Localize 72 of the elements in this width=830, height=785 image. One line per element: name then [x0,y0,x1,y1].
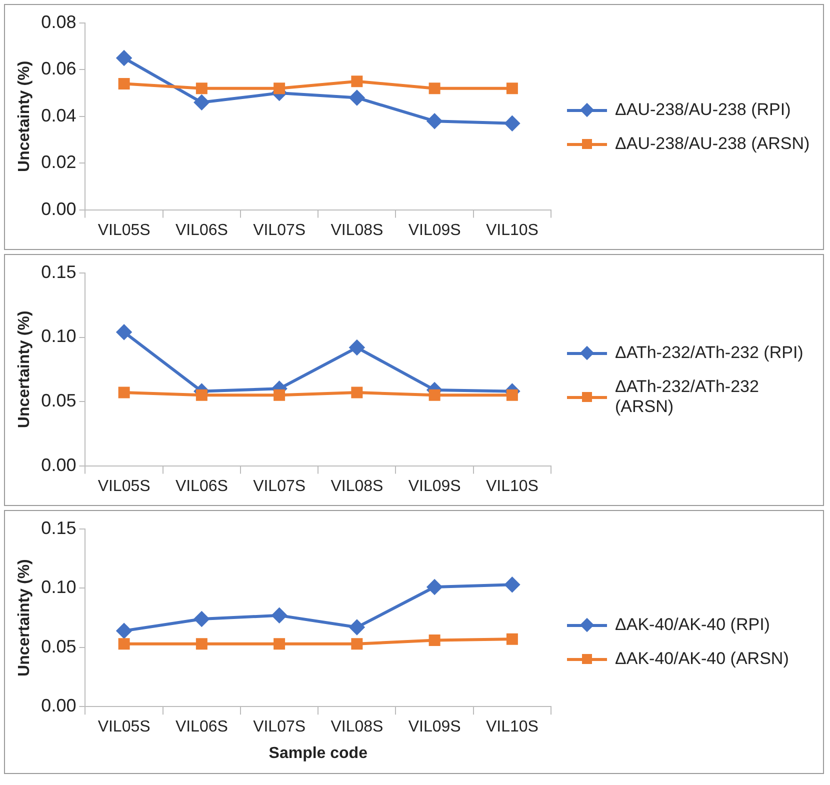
y-axis-title: Uncertainty (%) [16,559,34,676]
x-tick-label: VIL10S [486,718,538,736]
point [504,116,520,131]
x-tick-label: VIL10S [486,478,538,495]
y-tick-label: 0.00 [41,696,76,716]
y-tick-label: 0.15 [41,518,76,538]
legend-label: ΔAU-238/AU-238 (RPI) [615,100,791,120]
point [194,94,210,110]
y-axis-title: Uncetainty (%) [16,60,34,172]
legend-label: ΔAK-40/AK-40 (ARSN) [615,649,789,669]
point [506,633,518,645]
y-tick-label: 0.05 [41,636,76,656]
point [428,389,440,401]
legend-label: ΔATh-232/ATh-232 (RPI) [615,343,804,363]
legend-label: ΔAK-40/AK-40 (RPI) [615,615,770,635]
y-tick-label: 0.10 [41,326,76,346]
y-tick-label: 0.02 [41,152,76,172]
point [116,50,132,66]
x-tick-label: VIL08S [330,478,384,495]
point [506,389,518,401]
x-tick-label: VIL05S [98,718,150,736]
x-tick-label: VIL05S [98,478,150,495]
point [427,114,442,129]
point [351,638,363,650]
point [351,386,363,398]
point [428,82,440,94]
x-tick-label: VIL07S [253,478,306,495]
y-tick-label: 0.05 [41,390,76,410]
x-axis-title: Sample code [268,744,368,762]
point [274,638,286,650]
point [194,611,210,626]
point [274,82,286,94]
legend-label: ΔAU-238/AU-238 (ARSN) [615,134,810,154]
point [349,620,364,635]
y-axis-title: Uncertainty (%) [16,310,34,428]
point [349,340,364,356]
legend-label: ΔATh-232/ATh-232 (ARSN) [615,377,760,417]
x-tick-label: VIL07S [253,718,306,736]
point [196,82,208,94]
x-tick-label: VIL09S [408,718,461,736]
x-tick-label: VIL08S [330,718,384,736]
x-tick-label: VIL09S [408,222,461,239]
point [428,634,440,646]
point [504,577,520,592]
y-tick-label: 0.04 [41,105,76,126]
point [351,76,363,88]
x-tick-label: VIL09S [408,478,461,495]
y-tick-label: 0.15 [41,262,76,282]
y-tick-label: 0.00 [41,198,76,219]
point [427,580,442,595]
x-tick-label: VIL07S [253,222,306,239]
point [116,324,132,340]
y-tick-label: 0.06 [41,58,76,79]
x-tick-label: VIL05S [98,222,150,239]
x-tick-label: VIL08S [330,222,384,239]
point [506,82,518,94]
point [118,78,130,90]
x-tick-label: VIL06S [175,478,228,495]
y-tick-label: 0.00 [41,454,76,475]
point [196,638,208,650]
y-tick-label: 0.08 [41,12,76,32]
x-tick-label: VIL06S [175,222,228,239]
x-tick-label: VIL06S [175,718,228,736]
point [118,638,130,650]
point [116,623,132,638]
point [349,90,364,106]
y-tick-label: 0.10 [41,577,76,598]
point [118,386,130,398]
point [196,389,208,401]
point [274,389,286,401]
x-tick-label: VIL10S [486,222,538,239]
point [272,608,287,623]
